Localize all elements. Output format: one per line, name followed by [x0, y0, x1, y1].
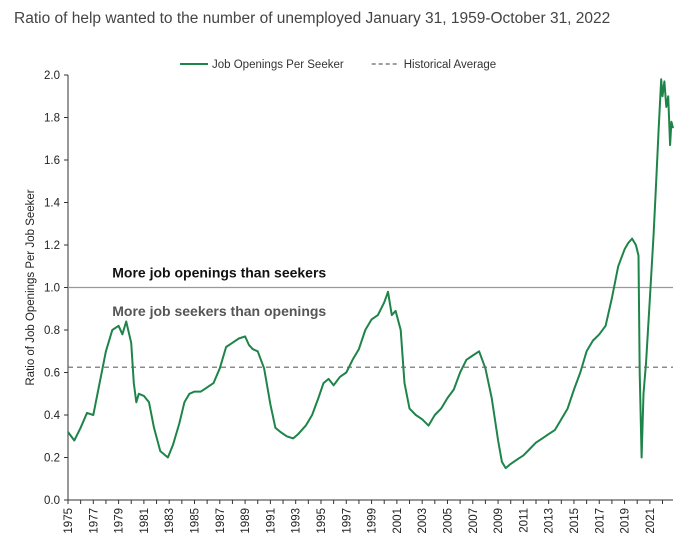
annotation-above: More job openings than seekers [112, 265, 326, 281]
legend-label: Job Openings Per Seeker [212, 59, 344, 71]
x-tick-label: 1985 [189, 508, 201, 534]
y-tick-label: 0.6 [44, 368, 60, 380]
x-tick-label: 1983 [164, 508, 176, 534]
y-tick-label: 1.6 [44, 155, 60, 167]
y-tick-label: 1.2 [44, 240, 60, 252]
annotation-below: More job seekers than openings [112, 303, 326, 319]
x-tick-label: 2021 [645, 508, 657, 534]
job-openings-line [67, 78, 674, 470]
x-tick-label: 1981 [139, 508, 151, 534]
x-tick-label: 1999 [367, 508, 379, 534]
legend-item: Job Openings Per Seeker [180, 59, 344, 71]
x-tick-label: 1987 [215, 508, 227, 534]
y-axis-label: Ratio of Job Openings Per Job Seeker [25, 189, 37, 385]
x-tick-label: 2017 [594, 508, 606, 534]
x-tick-label: 2003 [417, 508, 429, 534]
x-tick-label: 2005 [442, 508, 454, 534]
x-tick-label: 1977 [88, 508, 100, 534]
y-tick-label: 1.8 [44, 113, 60, 125]
legend-label: Historical Average [404, 59, 496, 71]
x-tick-label: 2009 [493, 508, 505, 534]
x-tick-label: 1989 [240, 508, 252, 534]
x-tick-label: 1979 [114, 508, 126, 534]
y-tick-label: 1.0 [44, 283, 60, 295]
x-tick-label: 2001 [392, 508, 404, 534]
axes: 0.0 0.2 0.4 0.6 0.8 1.0 1.2 1.4 1.6 1.8 2.0 1975 197… [25, 70, 673, 534]
y-tick-label: 0.2 [44, 453, 60, 465]
y-tick-label: 0.0 [44, 495, 60, 507]
annotations: More job openings than seekers More job s… [112, 265, 326, 319]
x-tick-label: 2015 [569, 508, 581, 534]
x-tick-label: 1995 [316, 508, 328, 534]
legend-item: Historical Average [371, 59, 496, 71]
y-tick-label: 0.8 [44, 325, 60, 337]
x-tick-label: 1975 [63, 508, 75, 534]
x-tick-label: 1997 [341, 508, 353, 534]
x-tick-label: 2013 [544, 508, 556, 534]
x-tick-label: 1993 [291, 508, 303, 534]
chart-title: Ratio of help wanted to the number of un… [14, 10, 611, 27]
x-tick-label: 2019 [620, 508, 632, 534]
plot-area [67, 78, 674, 470]
y-tick-label: 2.0 [44, 70, 60, 82]
y-tick-label: 1.4 [44, 198, 61, 210]
legend: Job Openings Per Seeker Historical Averag… [180, 59, 496, 71]
x-tick-label: 2007 [468, 508, 480, 534]
x-tick-label: 1991 [265, 508, 277, 534]
y-tick-label: 0.4 [44, 410, 61, 422]
x-tick-label: 2011 [518, 508, 530, 533]
